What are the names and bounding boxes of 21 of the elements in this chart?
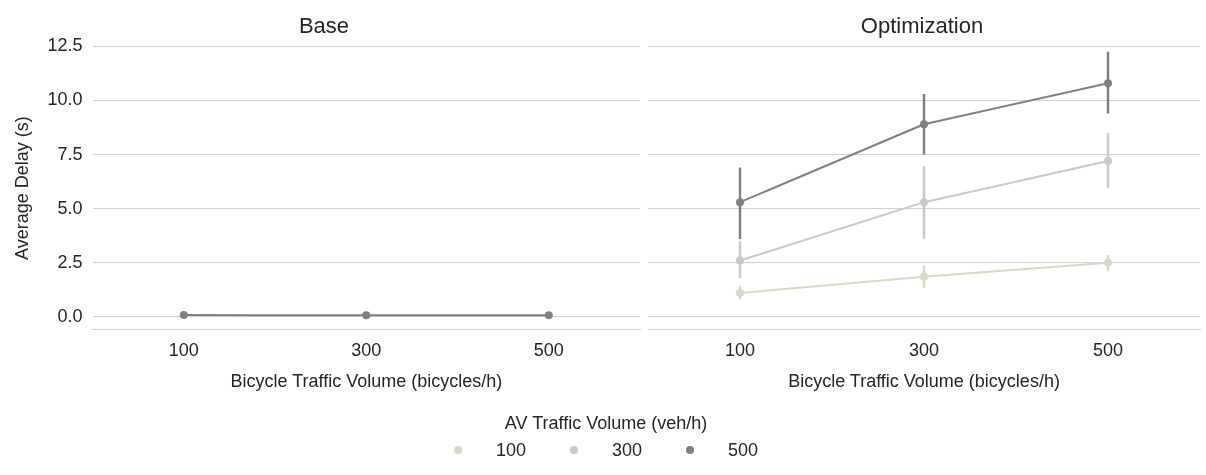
legend-label: 300	[611, 439, 643, 461]
y-tick-label: 12.5	[47, 35, 83, 56]
chart-title: Optimization	[860, 13, 984, 39]
y-tick-label: 2.5	[57, 251, 83, 272]
x-axis-title: Bicycle Traffic Volume (bicycles/h)	[788, 371, 1060, 392]
x-axis-title: Bicycle Traffic Volume (bicycles/h)	[230, 371, 503, 392]
x-tick-label: 100	[168, 339, 199, 360]
y-axis-title: Average Delay (s)	[11, 116, 32, 260]
x-tick-label: 300	[908, 339, 940, 360]
legend-label: 100	[495, 439, 526, 461]
legend-label: 500	[728, 439, 759, 461]
y-tick-label: 0.0	[57, 305, 83, 326]
x-tick-label: 500	[1092, 339, 1124, 360]
y-tick-label: 10.0	[47, 89, 83, 110]
legend-title: AV Traffic Volume (veh/h)	[503, 413, 709, 434]
chart-title: Base	[298, 13, 350, 39]
y-tick-label: 5.0	[57, 197, 83, 218]
y-tick-label: 7.5	[57, 143, 83, 164]
x-tick-label: 100	[724, 339, 756, 360]
x-tick-label: 300	[351, 339, 382, 360]
x-tick-label: 500	[533, 339, 564, 360]
